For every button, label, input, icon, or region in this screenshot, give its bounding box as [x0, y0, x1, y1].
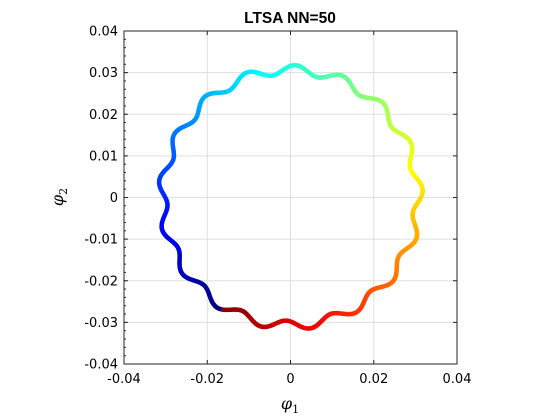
y-axis-label: φ2 — [48, 188, 70, 206]
axes-box — [123, 30, 458, 365]
chart-title: LTSA NN=50 — [244, 10, 336, 27]
y-tick-label: 0 — [110, 191, 118, 206]
x-axis-label: φ1 — [281, 394, 299, 416]
y-tick-label: 0.03 — [89, 66, 118, 81]
x-tick-label: -0.02 — [190, 372, 224, 387]
y-tick-label: -0.04 — [84, 358, 118, 373]
x-axis-symbol: φ — [281, 394, 293, 413]
x-tick-label: 0 — [286, 372, 294, 387]
x-tick-label: 0.02 — [359, 372, 388, 387]
y-tick-label: 0.01 — [89, 149, 118, 164]
grid-lines — [124, 31, 457, 364]
y-tick-label: -0.03 — [84, 316, 118, 331]
y-tick-label: -0.01 — [84, 233, 118, 248]
y-tick-labels: -0.04 -0.03 -0.02 -0.01 0 0.01 0.02 0.03 0.04 — [84, 25, 118, 373]
x-tick-labels: -0.04 -0.02 0 0.02 0.04 — [107, 372, 471, 387]
scatter-points — [156, 62, 425, 331]
y-tick-label: 0.02 — [89, 108, 118, 123]
x-axis-subscript: 1 — [292, 403, 299, 416]
y-tick-label: 0.04 — [89, 25, 118, 40]
y-axis-subscript: 2 — [57, 188, 70, 195]
y-tick-label: -0.02 — [84, 274, 118, 289]
x-tick-label: -0.04 — [107, 372, 141, 387]
scatter-point — [217, 306, 222, 312]
x-tick-label: 0.04 — [443, 372, 472, 387]
y-axis-symbol: φ — [48, 194, 67, 206]
